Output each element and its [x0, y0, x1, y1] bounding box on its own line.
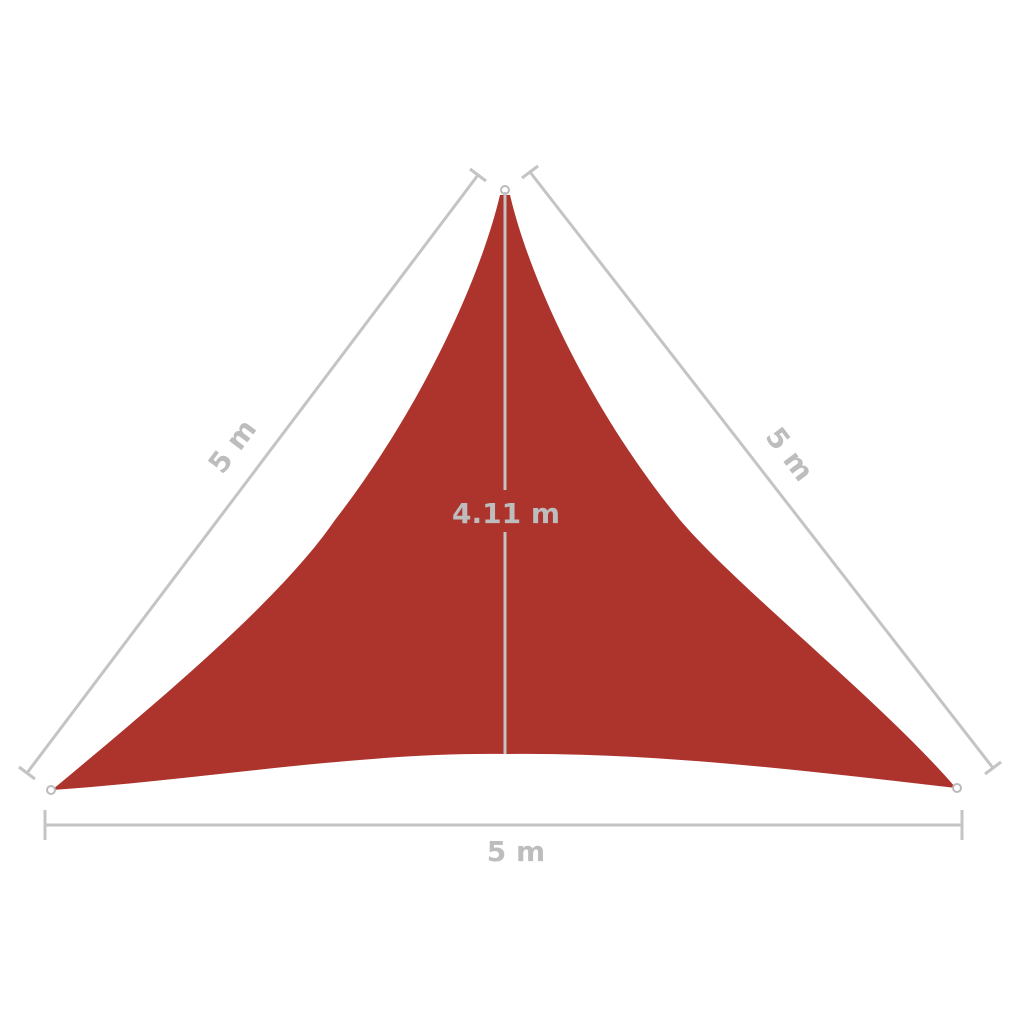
- height-label: 4.11 m: [452, 497, 560, 530]
- corner-ring-right: [952, 783, 962, 793]
- right-side-dimension: [521, 164, 1002, 776]
- base-dimension: [43, 810, 964, 840]
- left-side-label: 5 m: [202, 413, 264, 480]
- triangular-sail: [52, 195, 956, 790]
- corner-ring-left: [46, 785, 56, 795]
- left-side-dimension: [18, 167, 487, 781]
- base-label: 5 m: [487, 835, 545, 868]
